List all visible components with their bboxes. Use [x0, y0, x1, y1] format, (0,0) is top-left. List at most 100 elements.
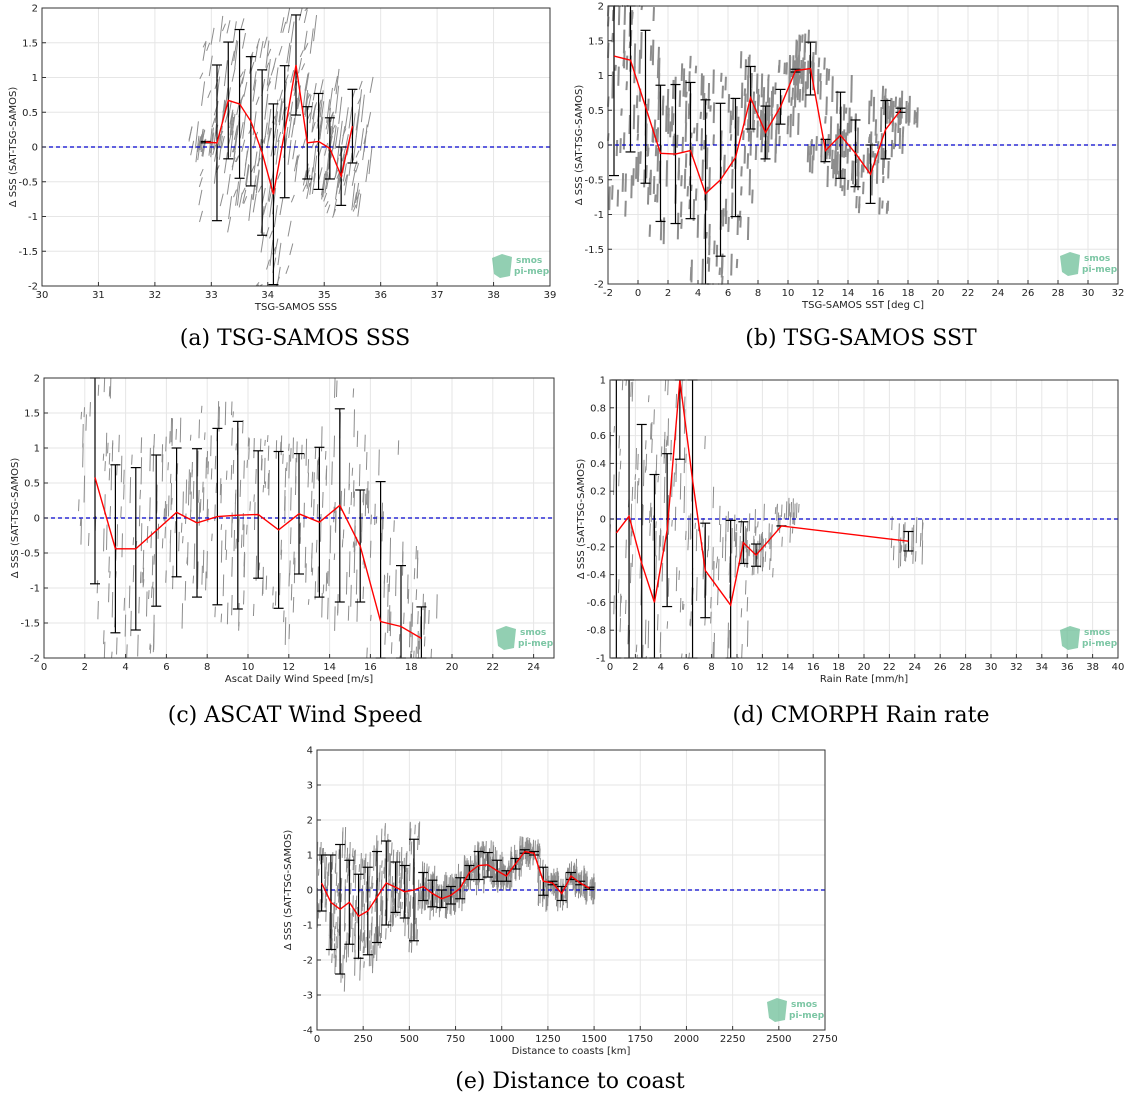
scatter-streak: [681, 600, 684, 610]
scatter-streak: [712, 102, 716, 124]
scatter-streak: [824, 116, 827, 124]
scatter-streak: [348, 152, 353, 176]
scatter-streak: [469, 864, 472, 890]
scatter-streak: [367, 481, 369, 509]
scatter-streak: [899, 543, 902, 553]
scatter-streak: [525, 845, 527, 865]
scatter-streak: [387, 883, 389, 901]
scatter-streak: [452, 895, 455, 911]
scatter-streak: [232, 21, 237, 43]
x-tick-label: 37: [431, 290, 444, 301]
scatter-streak: [362, 586, 365, 600]
x-tick-label: 2500: [766, 1034, 791, 1045]
scatter-streak: [544, 879, 546, 898]
scatter-streak: [353, 409, 355, 438]
scatter-streak: [748, 169, 752, 196]
scatter-streak: [611, 185, 614, 200]
scatter-streak: [665, 105, 668, 132]
scatter-streak: [210, 468, 213, 480]
scatter-streak: [891, 101, 895, 126]
scatter-streak: [733, 514, 736, 542]
scatter-streak: [331, 953, 333, 963]
scatter-streak: [615, 139, 619, 157]
scatter-streak: [617, 579, 620, 594]
x-tick-label: 12: [756, 662, 769, 673]
scatter-streak: [274, 238, 279, 255]
scatter-streak: [836, 151, 839, 175]
scatter-streak: [253, 438, 255, 459]
scatter-streak: [666, 88, 670, 111]
scatter-streak: [130, 610, 132, 637]
scatter-streak: [324, 142, 329, 156]
scatter-streak: [312, 145, 317, 173]
scatter-streak: [333, 902, 335, 928]
scatter-streak: [428, 881, 430, 905]
x-tick-label: 750: [446, 1034, 465, 1045]
scatter-streak: [712, 69, 715, 94]
scatter-streak: [97, 384, 100, 396]
scatter-streak: [794, 71, 797, 99]
scatter-streak: [771, 86, 775, 106]
scatter-streak: [644, 619, 647, 645]
scatter-streak: [273, 205, 278, 228]
scatter-streak: [761, 548, 764, 572]
scatter-streak: [240, 534, 243, 548]
x-axis-label: TSG-SAMOS SST [deg C]: [801, 300, 924, 311]
scatter-streak: [405, 852, 407, 873]
scatter-streak: [696, 577, 698, 601]
scatter-streak: [233, 529, 236, 552]
scatter-streak: [352, 541, 355, 548]
scatter-streak: [405, 867, 408, 892]
scatter-streak: [690, 184, 693, 192]
x-tick-label: 10: [242, 662, 255, 673]
scatter-streak: [886, 102, 889, 112]
scatter-streak: [781, 536, 783, 547]
scatter-streak: [152, 641, 155, 653]
scatter-streak: [735, 106, 738, 122]
scatter-streak: [157, 523, 160, 539]
scatter-streak: [230, 116, 235, 137]
scatter-streak: [413, 650, 415, 659]
scatter-streak: [161, 538, 164, 549]
scatter-streak: [254, 502, 256, 530]
scatter-streak: [650, 423, 652, 440]
scatter-streak: [720, 72, 723, 82]
scatter-streak: [735, 524, 738, 532]
scatter-streak: [492, 870, 494, 888]
x-tick-label: 34: [1035, 662, 1048, 673]
scatter-streak: [772, 567, 774, 578]
scatter-streak: [332, 208, 337, 218]
scatter-streak: [730, 115, 733, 126]
scatter-streak: [329, 525, 332, 554]
scatter-streak: [457, 863, 460, 889]
scatter-streak: [721, 275, 724, 285]
scatter-streak: [236, 178, 241, 206]
scatter-streak: [708, 167, 711, 190]
scatter-streak: [340, 893, 343, 903]
scatter-streak: [707, 535, 710, 551]
scatter-streak: [306, 174, 311, 189]
scatter-streak: [360, 128, 365, 151]
scatter-streak: [829, 116, 833, 143]
scatter-streak: [831, 76, 834, 103]
scatter-streak: [734, 531, 737, 548]
y-tick-label: -2: [30, 654, 40, 665]
scatter-streak: [436, 594, 438, 619]
scatter-streak: [353, 860, 355, 883]
y-tick-label: 0: [600, 515, 606, 526]
scatter-streak: [190, 140, 195, 156]
scatter-streak: [291, 117, 296, 138]
scatter-streak: [633, 43, 637, 68]
scatter-streak: [242, 113, 247, 139]
y-tick-label: 2: [32, 4, 38, 15]
scatter-streak: [277, 172, 281, 180]
scatter-streak: [370, 950, 372, 967]
scatter-streak: [407, 894, 409, 922]
scatter-streak: [791, 55, 795, 79]
scatter-streak: [360, 913, 363, 942]
scatter-streak: [352, 855, 355, 871]
scatter-streak: [225, 549, 228, 560]
scatter-streak: [292, 140, 297, 160]
scatter-streak: [759, 109, 763, 127]
